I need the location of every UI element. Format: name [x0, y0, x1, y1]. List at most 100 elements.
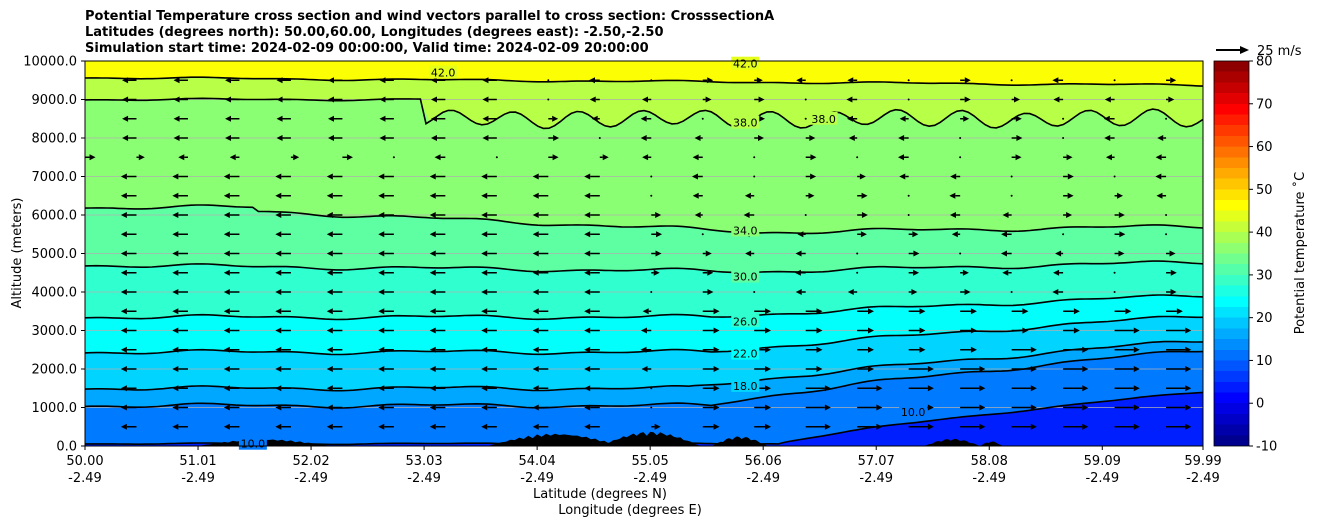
- wind-vector: [223, 366, 240, 372]
- wind-vector-head: [642, 96, 649, 103]
- wind-vector: [120, 173, 137, 180]
- wind-vector: [584, 385, 600, 392]
- wind-vector-head: [912, 231, 919, 238]
- wind-vector-head: [552, 154, 559, 161]
- wind-vector: [482, 115, 497, 122]
- wind-vector: [172, 231, 188, 238]
- wind-vector: [899, 115, 909, 122]
- wind-vector: [753, 291, 756, 293]
- wind-vector: [495, 156, 498, 159]
- wind-vector-head: [1104, 135, 1111, 141]
- wind-vector: [429, 366, 446, 372]
- wind-vector-dot: [1010, 79, 1013, 82]
- wind-vector-head: [481, 366, 488, 372]
- wind-vector: [584, 192, 600, 199]
- wind-vector-dot: [1113, 291, 1116, 293]
- wind-vector: [640, 115, 652, 122]
- wind-vector-head: [120, 404, 127, 411]
- wind-vector: [1063, 404, 1089, 411]
- colorbar-tick-label: 70: [1256, 97, 1273, 112]
- wind-vector: [702, 96, 712, 103]
- wind-vector: [172, 192, 188, 199]
- wind-vector: [1062, 233, 1065, 236]
- wind-vector-head: [713, 366, 720, 372]
- contour-label-bg: [731, 269, 760, 283]
- wind-vector-head: [378, 327, 385, 334]
- wind-vector: [225, 96, 240, 103]
- wind-vector: [532, 250, 549, 257]
- wind-vector-dot: [547, 79, 550, 82]
- wind-vector: [744, 192, 755, 199]
- wind-vector-head: [1000, 250, 1007, 257]
- wind-vector: [223, 212, 240, 218]
- wind-vector: [481, 212, 497, 218]
- chart-title-line-2: Latitudes (degrees north): 50.00,60.00, …: [85, 25, 664, 40]
- wind-vector-head: [584, 423, 591, 430]
- wind-vector-head: [120, 308, 127, 315]
- wind-vector: [481, 250, 497, 257]
- wind-vector-head: [120, 327, 127, 334]
- wind-vector-head: [172, 327, 179, 334]
- wind-vector-dot: [701, 117, 704, 120]
- wind-vector-head: [1001, 231, 1008, 238]
- y-tick-label: 8000.0: [32, 132, 78, 147]
- wind-vector-head: [532, 192, 539, 199]
- y-axis-label: Altitude (meters): [10, 198, 25, 309]
- wind-vector: [378, 269, 394, 276]
- wind-vector-head: [275, 269, 282, 276]
- wind-vector: [275, 404, 291, 411]
- y-tick-label: 5000.0: [32, 247, 78, 262]
- wind-vector-head: [429, 192, 436, 199]
- wind-vector: [1166, 423, 1192, 430]
- wind-vector: [378, 231, 394, 238]
- wind-vector: [584, 231, 600, 238]
- wind-vector: [702, 346, 720, 353]
- wind-vector-head: [327, 96, 334, 103]
- wind-vector: [481, 192, 497, 199]
- wind-vector: [796, 77, 806, 84]
- wind-vector-head: [326, 231, 333, 238]
- wind-vector-head: [1155, 173, 1162, 180]
- wind-vector: [1063, 173, 1074, 180]
- wind-vector: [1165, 214, 1168, 216]
- colorbar: -10 0 10 20 30 40 50 60 70 80: [1213, 55, 1277, 455]
- wind-vector-head: [765, 308, 772, 315]
- wind-vector-dot: [753, 156, 756, 159]
- wind-vector: [378, 423, 394, 430]
- wind-vector-head: [172, 423, 179, 430]
- wind-vector-head: [1133, 404, 1140, 411]
- x-tick-label-lon: -2.49: [859, 471, 893, 486]
- wind-vector: [1011, 366, 1037, 372]
- wind-vector-head: [642, 154, 649, 161]
- wind-vector-head: [172, 231, 179, 238]
- wind-vector-head: [1053, 96, 1060, 103]
- wind-vector: [223, 308, 240, 315]
- wind-vector-head: [532, 231, 539, 238]
- wind-vector-head: [848, 135, 855, 141]
- wind-vector: [378, 404, 394, 411]
- chart-title-line-1: Potential Temperature cross section and …: [85, 9, 775, 24]
- wind-vector-head: [979, 366, 986, 372]
- wind-vector-head: [897, 154, 904, 161]
- wind-vector-head: [89, 154, 96, 161]
- wind-vector: [743, 212, 755, 218]
- wind-vector-dot: [1010, 291, 1013, 293]
- wind-vector-head: [1133, 423, 1140, 430]
- wind-vector-head: [378, 385, 385, 392]
- wind-vector-head: [223, 327, 230, 334]
- x-tick-label-lon: -2.49: [633, 471, 667, 486]
- wind-vector-head: [379, 96, 386, 103]
- wind-vector-head: [713, 423, 720, 430]
- wind-vector-head: [229, 154, 236, 161]
- wind-vector-dot: [959, 156, 962, 159]
- wind-vector-head: [1013, 96, 1020, 103]
- wind-vector: [276, 115, 291, 122]
- wind-vector: [172, 423, 188, 430]
- wind-vector: [429, 173, 446, 180]
- wind-vector: [1114, 327, 1140, 334]
- wind-vector-dot: [1062, 137, 1065, 139]
- wind-vector-dot: [650, 194, 653, 197]
- wind-vector: [120, 346, 137, 353]
- wind-vector-head: [532, 269, 539, 276]
- wind-vector: [1166, 250, 1176, 257]
